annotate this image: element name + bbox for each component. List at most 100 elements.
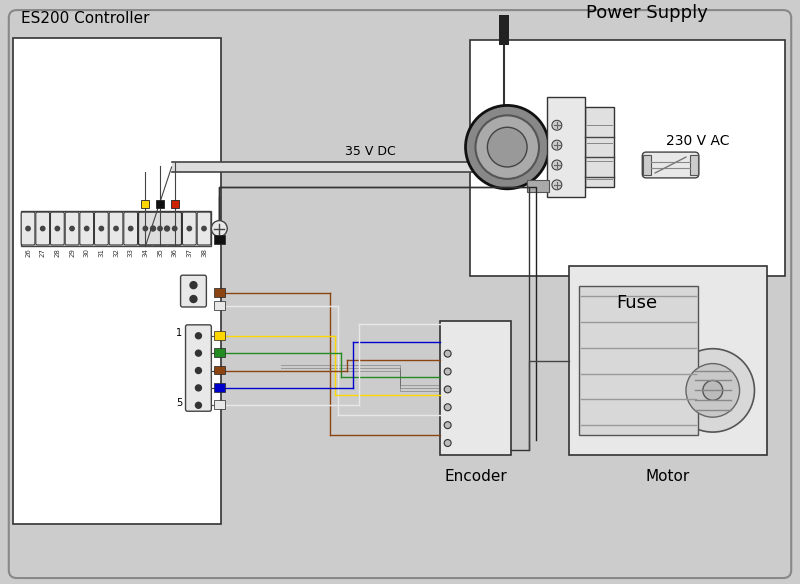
FancyBboxPatch shape <box>569 266 767 455</box>
FancyBboxPatch shape <box>181 275 206 307</box>
FancyBboxPatch shape <box>197 212 211 245</box>
Circle shape <box>444 386 451 393</box>
FancyBboxPatch shape <box>22 212 35 245</box>
Text: 35 V DC: 35 V DC <box>345 145 395 158</box>
Circle shape <box>195 402 202 408</box>
FancyBboxPatch shape <box>142 200 150 208</box>
FancyBboxPatch shape <box>642 152 699 178</box>
Circle shape <box>129 227 133 231</box>
Text: 1: 1 <box>177 328 182 338</box>
Circle shape <box>26 227 30 231</box>
Circle shape <box>444 350 451 357</box>
FancyBboxPatch shape <box>214 235 226 245</box>
Text: 38: 38 <box>201 248 207 258</box>
FancyBboxPatch shape <box>36 212 50 245</box>
FancyBboxPatch shape <box>94 212 108 245</box>
Circle shape <box>686 364 739 417</box>
FancyBboxPatch shape <box>527 180 549 192</box>
Circle shape <box>487 127 527 167</box>
FancyBboxPatch shape <box>124 212 138 245</box>
FancyBboxPatch shape <box>214 331 226 340</box>
FancyBboxPatch shape <box>214 366 226 374</box>
Circle shape <box>552 120 562 130</box>
Circle shape <box>475 116 539 179</box>
FancyBboxPatch shape <box>214 348 226 357</box>
Text: Power Supply: Power Supply <box>586 4 708 22</box>
Circle shape <box>444 368 451 375</box>
Text: 5: 5 <box>176 398 182 408</box>
Circle shape <box>552 180 562 190</box>
FancyBboxPatch shape <box>13 38 222 524</box>
Text: 32: 32 <box>113 248 119 258</box>
Circle shape <box>195 385 202 391</box>
Circle shape <box>143 227 147 231</box>
FancyBboxPatch shape <box>21 211 211 246</box>
FancyBboxPatch shape <box>440 321 511 455</box>
Circle shape <box>211 221 227 237</box>
Circle shape <box>190 281 197 288</box>
FancyBboxPatch shape <box>182 212 196 245</box>
FancyBboxPatch shape <box>65 212 79 245</box>
Circle shape <box>202 227 206 231</box>
FancyBboxPatch shape <box>50 212 64 245</box>
Text: ES200 Controller: ES200 Controller <box>21 11 150 26</box>
Text: Encoder: Encoder <box>444 469 507 484</box>
Circle shape <box>187 227 191 231</box>
Text: 29: 29 <box>69 248 75 258</box>
FancyBboxPatch shape <box>9 10 791 578</box>
Circle shape <box>41 227 45 231</box>
FancyBboxPatch shape <box>80 212 94 245</box>
Circle shape <box>671 349 754 432</box>
Text: 35: 35 <box>157 248 163 258</box>
Text: 31: 31 <box>98 248 104 258</box>
FancyBboxPatch shape <box>578 286 698 435</box>
FancyBboxPatch shape <box>214 288 226 297</box>
Circle shape <box>99 227 103 231</box>
Circle shape <box>150 226 155 231</box>
Text: 34: 34 <box>142 248 148 258</box>
Circle shape <box>55 227 59 231</box>
FancyBboxPatch shape <box>585 107 614 187</box>
Circle shape <box>195 367 202 374</box>
Circle shape <box>466 106 549 189</box>
Circle shape <box>552 140 562 150</box>
FancyBboxPatch shape <box>499 15 510 45</box>
Text: 37: 37 <box>186 248 192 258</box>
Circle shape <box>190 296 197 303</box>
Circle shape <box>703 380 722 400</box>
Circle shape <box>70 227 74 231</box>
FancyBboxPatch shape <box>214 383 226 392</box>
Text: 26: 26 <box>25 248 31 258</box>
FancyBboxPatch shape <box>186 325 211 411</box>
Text: 30: 30 <box>84 248 90 258</box>
Text: 28: 28 <box>54 248 60 258</box>
Text: Motor: Motor <box>646 469 690 484</box>
Circle shape <box>165 226 170 231</box>
Circle shape <box>195 333 202 339</box>
Text: 27: 27 <box>40 248 46 258</box>
Circle shape <box>173 227 177 231</box>
FancyBboxPatch shape <box>547 98 585 197</box>
Circle shape <box>444 440 451 447</box>
FancyBboxPatch shape <box>172 162 504 172</box>
Text: 33: 33 <box>128 248 134 258</box>
Circle shape <box>158 227 162 231</box>
FancyBboxPatch shape <box>109 212 123 245</box>
Text: Fuse: Fuse <box>617 294 658 312</box>
Text: 36: 36 <box>172 248 178 258</box>
FancyBboxPatch shape <box>214 400 226 409</box>
FancyBboxPatch shape <box>470 40 786 276</box>
FancyBboxPatch shape <box>170 200 178 208</box>
FancyBboxPatch shape <box>690 155 698 175</box>
Circle shape <box>85 227 89 231</box>
FancyBboxPatch shape <box>138 212 182 245</box>
FancyBboxPatch shape <box>214 301 226 310</box>
FancyBboxPatch shape <box>138 212 152 245</box>
FancyBboxPatch shape <box>168 212 182 245</box>
FancyBboxPatch shape <box>153 212 167 245</box>
Text: 230 V AC: 230 V AC <box>666 134 729 148</box>
Circle shape <box>444 404 451 411</box>
Circle shape <box>444 422 451 429</box>
Circle shape <box>114 227 118 231</box>
FancyBboxPatch shape <box>156 200 164 208</box>
